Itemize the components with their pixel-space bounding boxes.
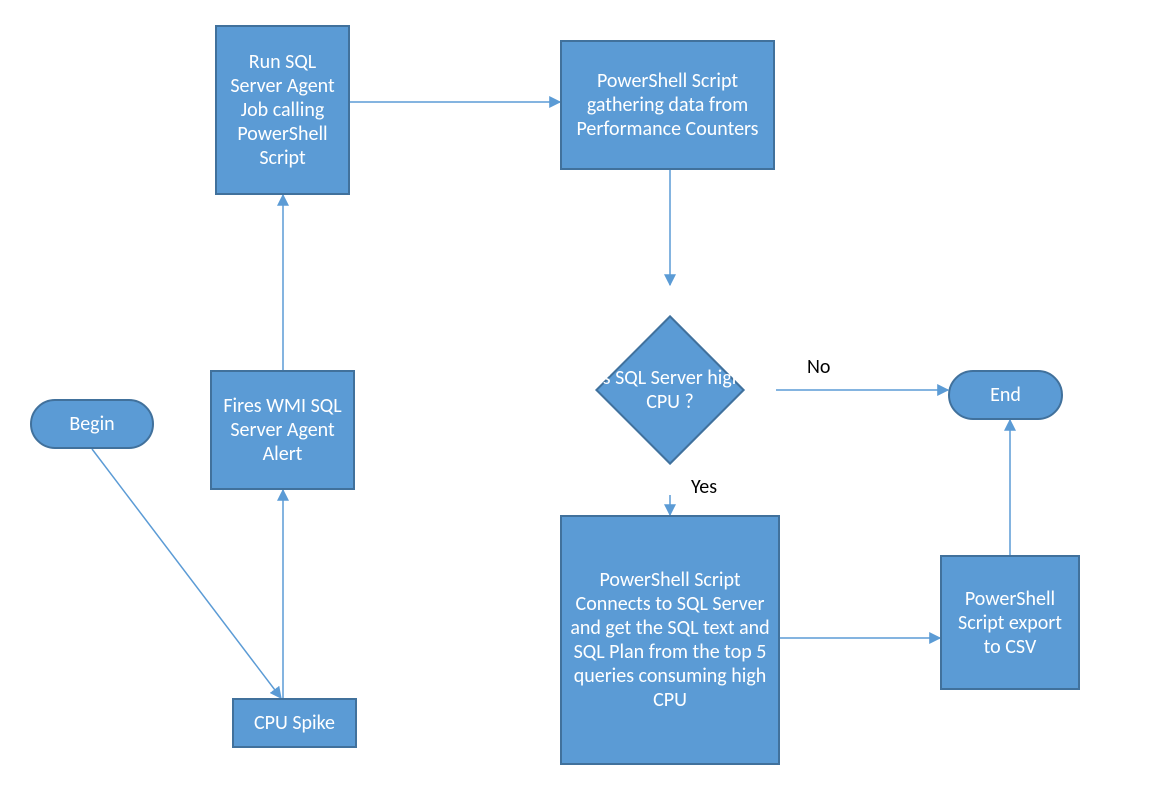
- label-end: End: [990, 383, 1021, 407]
- label-decision: Is SQL Server high CPU ?: [595, 315, 745, 465]
- process-cpu-spike: CPU Spike: [232, 698, 357, 748]
- label-export-csv: PowerShell Script export to CSV: [948, 587, 1072, 659]
- label-get-sql: PowerShell Script Connects to SQL Server…: [568, 568, 772, 712]
- process-wmi-alert: Fires WMI SQL Server Agent Alert: [210, 370, 355, 490]
- label-wmi-alert: Fires WMI SQL Server Agent Alert: [218, 394, 347, 466]
- edge-label-no-text: No: [807, 355, 830, 379]
- process-export-csv: PowerShell Script export to CSV: [940, 555, 1080, 690]
- terminator-end: End: [948, 370, 1063, 420]
- process-get-sql: PowerShell Script Connects to SQL Server…: [560, 515, 780, 765]
- label-decision-text: Is SQL Server high CPU ?: [595, 366, 745, 414]
- edge-label-yes-text: Yes: [691, 475, 717, 499]
- label-begin: Begin: [69, 412, 114, 436]
- label-cpu-spike: CPU Spike: [254, 711, 335, 735]
- terminator-begin: Begin: [30, 399, 154, 449]
- edge-label-no: No: [807, 355, 830, 379]
- process-gather: PowerShell Script gathering data from Pe…: [560, 40, 775, 170]
- label-run-job: Run SQL Server Agent Job calling PowerSh…: [223, 50, 342, 170]
- label-gather: PowerShell Script gathering data from Pe…: [568, 69, 767, 141]
- process-run-job: Run SQL Server Agent Job calling PowerSh…: [215, 25, 350, 195]
- decision-high-cpu: Is SQL Server high CPU ?: [617, 337, 723, 443]
- edge-label-yes: Yes: [691, 475, 717, 499]
